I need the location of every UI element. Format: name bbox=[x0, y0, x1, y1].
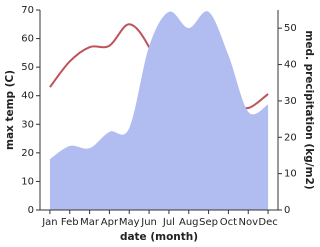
y-tick-label: 40 bbox=[21, 91, 34, 102]
x-tick-label: Sep bbox=[199, 217, 218, 228]
x-tick-label: Nov bbox=[238, 217, 258, 228]
y2-tick-label: 50 bbox=[284, 23, 297, 34]
y-tick-label: 60 bbox=[21, 34, 34, 45]
y-tick-label: 50 bbox=[21, 62, 34, 73]
y-tick-label: 0 bbox=[28, 205, 34, 216]
y-tick-label: 20 bbox=[21, 148, 34, 159]
x-tick-label: Oct bbox=[220, 217, 237, 228]
y2-tick-label: 20 bbox=[284, 132, 297, 143]
y-tick-label: 10 bbox=[21, 176, 34, 187]
x-tick-label: May bbox=[119, 217, 140, 228]
y-tick-label: 30 bbox=[21, 119, 34, 130]
x-tick-label: Jul bbox=[162, 217, 175, 228]
x-tick-label: Jan bbox=[41, 217, 57, 228]
x-tick-label: Mar bbox=[80, 217, 100, 228]
precipitation-area bbox=[49, 11, 269, 211]
y-axis-title: max temp (C) bbox=[4, 70, 16, 150]
x-tick-label: Aug bbox=[179, 217, 199, 228]
y2-tick-label: 40 bbox=[284, 60, 297, 71]
y2-tick-label: 0 bbox=[284, 205, 290, 216]
x-tick-label: Dec bbox=[258, 217, 277, 228]
y2-tick-label: 30 bbox=[284, 96, 297, 107]
x-tick-label: Jun bbox=[140, 217, 157, 228]
y-tick-label: 70 bbox=[21, 5, 34, 16]
x-tick-label: Feb bbox=[61, 217, 79, 228]
y2-axis-title: med. precipitation (kg/m2) bbox=[303, 30, 315, 189]
x-tick-label: Apr bbox=[101, 217, 119, 228]
y2-tick-label: 10 bbox=[284, 169, 297, 180]
x-axis-title: date (month) bbox=[120, 231, 198, 243]
